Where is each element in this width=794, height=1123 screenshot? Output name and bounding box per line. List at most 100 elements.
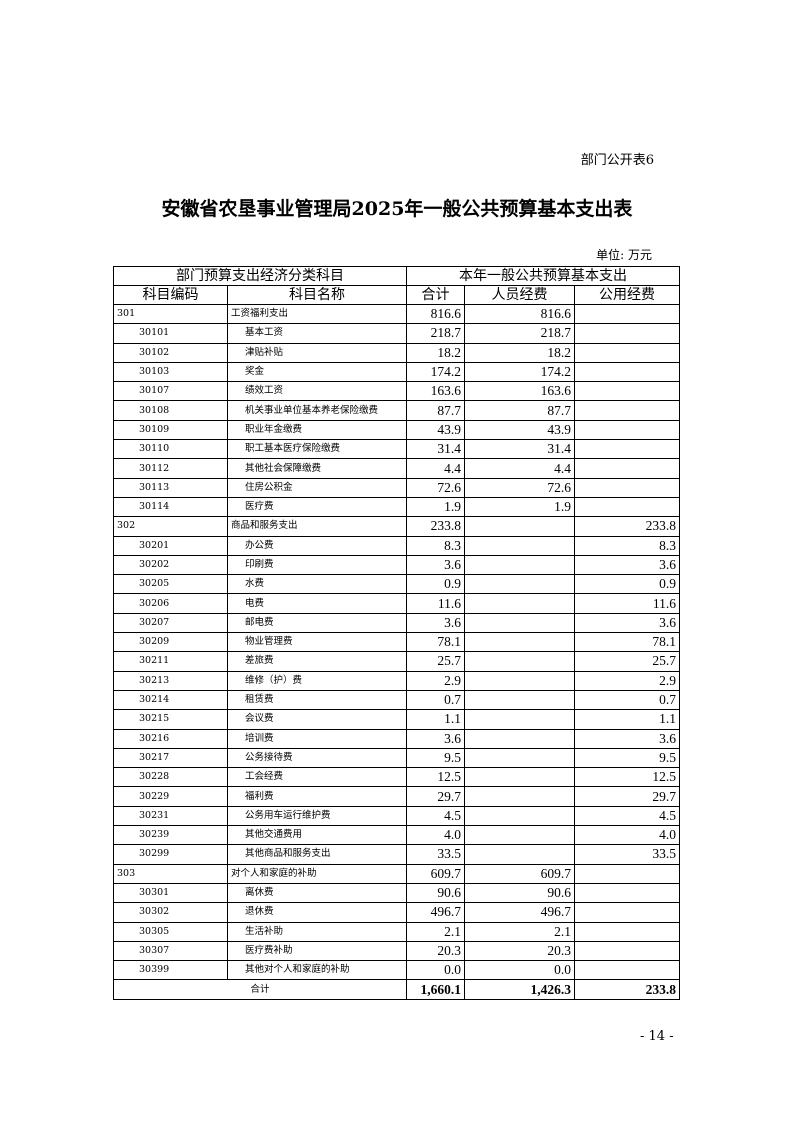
row-public <box>573 458 681 479</box>
row-code: 30228 <box>113 767 228 788</box>
row-total: 8.3 <box>406 535 465 556</box>
row-code: 30231 <box>113 805 228 827</box>
row-code: 30109 <box>113 419 228 441</box>
row-total: 4.4 <box>406 458 465 479</box>
row-personnel <box>464 747 575 769</box>
table-label: 部门公开表6 <box>580 153 654 168</box>
table-row: 30114 医疗费 1.9 1.9 <box>113 496 681 518</box>
row-name: 公务用车运行维护费 <box>227 805 407 827</box>
table-row: 30231 公务用车运行维护费 4.5 4.5 <box>113 805 681 827</box>
table-row: 30229 福利费 29.7 29.7 <box>113 786 681 807</box>
row-name: 其他交通费用 <box>227 825 407 846</box>
row-name: 培训费 <box>227 728 407 749</box>
row-personnel <box>464 844 575 865</box>
total-total: 1,660.1 <box>406 979 465 1000</box>
row-total: 31.4 <box>406 439 465 460</box>
row-code: 30201 <box>113 535 228 556</box>
row-public <box>573 477 681 498</box>
row-public <box>573 439 681 460</box>
row-name: 其他商品和服务支出 <box>227 844 407 865</box>
table-row: 30216 培训费 3.6 3.6 <box>113 728 681 749</box>
row-public: 3.6 <box>573 612 681 634</box>
row-public: 3.6 <box>573 728 681 749</box>
table-row: 30302 退休费 496.7 496.7 <box>113 902 681 923</box>
total-personnel: 1,426.3 <box>464 979 575 1000</box>
row-total: 90.6 <box>406 882 465 904</box>
row-total: 4.5 <box>406 805 465 827</box>
table-row: 30301 离休费 90.6 90.6 <box>113 882 681 904</box>
row-code: 302 <box>113 516 228 537</box>
row-code: 30206 <box>113 593 228 614</box>
row-code: 30214 <box>113 689 228 711</box>
row-code: 30239 <box>113 825 228 846</box>
row-personnel <box>464 805 575 827</box>
table-row: 30211 差旅费 25.7 25.7 <box>113 651 681 672</box>
header-code: 科目编码 <box>113 285 228 305</box>
row-name: 住房公积金 <box>227 477 407 498</box>
row-personnel: 43.9 <box>464 419 575 441</box>
row-name: 其他社会保障缴费 <box>227 458 407 479</box>
table-row: 30215 会议费 1.1 1.1 <box>113 709 681 730</box>
table-row: 30103 奖金 174.2 174.2 <box>113 361 681 383</box>
row-public: 4.5 <box>573 805 681 827</box>
row-personnel: 218.7 <box>464 323 575 344</box>
row-personnel <box>464 728 575 749</box>
row-total: 20.3 <box>406 940 465 962</box>
row-name: 物业管理费 <box>227 632 407 653</box>
row-code: 30110 <box>113 439 228 460</box>
row-name: 离休费 <box>227 882 407 904</box>
table-row: 30299 其他商品和服务支出 33.5 33.5 <box>113 844 681 865</box>
row-public <box>573 882 681 904</box>
table-row: 30239 其他交通费用 4.0 4.0 <box>113 825 681 846</box>
row-personnel <box>464 670 575 691</box>
row-personnel <box>464 593 575 614</box>
table-row: 302 商品和服务支出 233.8 233.8 <box>113 516 681 537</box>
row-code: 30216 <box>113 728 228 749</box>
row-public: 1.1 <box>573 709 681 730</box>
row-personnel <box>464 535 575 556</box>
table-row: 30201 办公费 8.3 8.3 <box>113 535 681 556</box>
row-personnel <box>464 709 575 730</box>
table-row: 30107 绩效工资 163.6 163.6 <box>113 381 681 402</box>
row-personnel: 0.0 <box>464 960 575 981</box>
row-code: 30113 <box>113 477 228 498</box>
row-code: 30202 <box>113 554 228 576</box>
row-code: 30211 <box>113 651 228 672</box>
table-row: 30228 工会经费 12.5 12.5 <box>113 767 681 788</box>
row-total: 0.9 <box>406 574 465 595</box>
table-row: 30305 生活补助 2.1 2.1 <box>113 921 681 942</box>
row-public: 0.7 <box>573 689 681 711</box>
row-name: 对个人和家庭的补助 <box>227 863 407 884</box>
row-total: 78.1 <box>406 632 465 653</box>
table-row: 30202 印刷费 3.6 3.6 <box>113 554 681 576</box>
row-personnel: 18.2 <box>464 342 575 363</box>
header-group-right: 本年一般公共预算基本支出 <box>405 266 681 286</box>
header-group-left: 部门预算支出经济分类科目 <box>113 266 407 286</box>
row-code: 30103 <box>113 361 228 383</box>
table-row: 30110 职工基本医疗保险缴费 31.4 31.4 <box>113 439 681 460</box>
row-name: 退休费 <box>227 902 407 923</box>
row-total: 163.6 <box>406 381 465 402</box>
row-public: 9.5 <box>573 747 681 769</box>
total-row: 合计 1,660.1 1,426.3 233.8 <box>113 979 681 1000</box>
row-personnel <box>464 767 575 788</box>
row-code: 30301 <box>113 882 228 904</box>
row-name: 职工基本医疗保险缴费 <box>227 439 407 460</box>
row-total: 18.2 <box>406 342 465 363</box>
row-code: 30229 <box>113 786 228 807</box>
row-total: 87.7 <box>406 400 465 421</box>
total-label: 合计 <box>113 979 407 1000</box>
row-public <box>573 902 681 923</box>
row-name: 津贴补贴 <box>227 342 407 363</box>
table-row: 30108 机关事业单位基本养老保险缴费 87.7 87.7 <box>113 400 681 421</box>
row-public <box>573 342 681 363</box>
table-row: 30399 其他对个人和家庭的补助 0.0 0.0 <box>113 960 681 981</box>
page-number: - 14 - <box>640 1029 674 1044</box>
row-public <box>573 381 681 402</box>
row-name: 其他对个人和家庭的补助 <box>227 960 407 981</box>
row-personnel <box>464 825 575 846</box>
row-personnel: 496.7 <box>464 902 575 923</box>
row-name: 会议费 <box>227 709 407 730</box>
row-total: 72.6 <box>406 477 465 498</box>
row-name: 绩效工资 <box>227 381 407 402</box>
